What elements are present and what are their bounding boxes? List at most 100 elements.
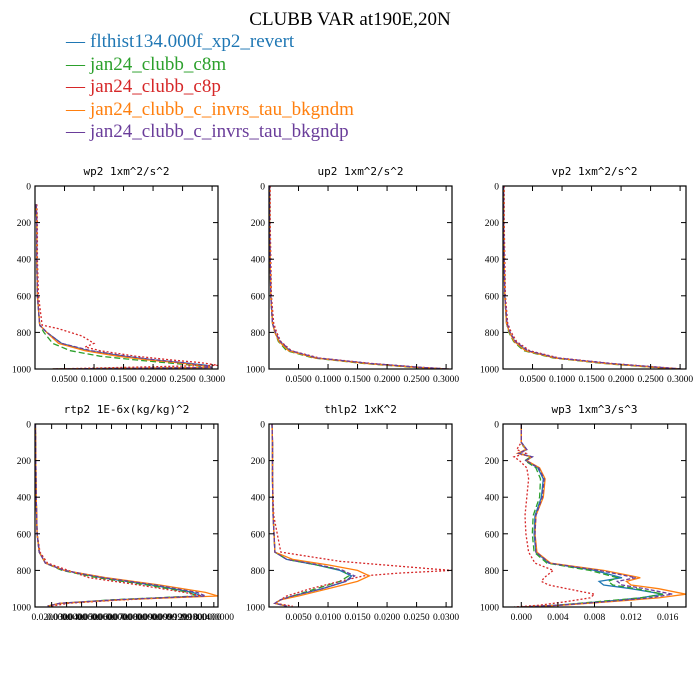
y-tick-label: 400 <box>251 256 266 266</box>
panel-4: rtp2 1E-6x(kg/kg)^2 0 200 400 600 800 10000.02… <box>12 403 234 623</box>
y-tick-label: 200 <box>17 219 32 229</box>
legend-label: flthist134.000f_xp2_revert <box>90 31 295 52</box>
y-tick-label: 1000 <box>480 604 499 614</box>
x-tick-label: 0.0050 <box>285 613 311 623</box>
x-tick-label: 0.3000 <box>199 375 225 385</box>
legend-dash: — <box>66 31 85 52</box>
legend-label: jan24_clubb_c_invrs_tau_bkgndm <box>90 98 354 120</box>
panel-1: wp2 1xm^2/s^2 0 200 400 600 800 1000 0.0500 0.10… <box>12 165 225 385</box>
x-tick-label: 0.0150 <box>344 613 370 623</box>
y-tick-label: 200 <box>17 457 32 467</box>
x-tick-label: 0.1500 <box>344 375 370 385</box>
y-tick-label: 0 <box>260 421 265 431</box>
y-tick-label: 1000 <box>480 366 499 376</box>
y-tick-label: 400 <box>485 256 500 266</box>
series-line-5 <box>503 186 682 369</box>
y-tick-label: 1000 <box>246 366 265 376</box>
series-line-4 <box>269 186 447 369</box>
legend-dash: — <box>66 98 85 120</box>
y-tick-label: 1000 <box>246 604 265 614</box>
x-tick-label: 0.000 <box>511 613 533 623</box>
x-tick-label: 0.2500 <box>170 375 196 385</box>
panel-frame <box>502 423 687 608</box>
panel-frame <box>268 185 453 370</box>
y-tick-label: 200 <box>251 457 266 467</box>
x-tick-label: 0.1000 <box>81 375 107 385</box>
y-tick-label: 0 <box>26 421 31 431</box>
series-line-1 <box>516 424 664 607</box>
x-tick-label: 0.0500 <box>519 375 545 385</box>
x-tick-label: 0.0700000 <box>106 613 147 623</box>
y-tick-label: 400 <box>17 256 32 266</box>
y-tick-label: 200 <box>485 219 500 229</box>
y-tick-label: 800 <box>485 567 500 577</box>
x-tick-label: 0.2000 <box>374 375 400 385</box>
panel-title: wp3 1xm^3/s^3 <box>551 403 637 416</box>
legend-item: — jan24_clubb_c8m <box>66 54 354 77</box>
series-line-5 <box>35 204 213 369</box>
y-tick-label: 800 <box>17 567 32 577</box>
x-tick-label: 0.1200000 <box>166 613 207 623</box>
series-line-2 <box>269 186 441 369</box>
series-line-4 <box>503 186 681 369</box>
series-line-3 <box>271 424 452 607</box>
x-tick-label: 0.1400000 <box>194 613 235 623</box>
legend-label: jan24_clubb_c8p <box>90 76 221 97</box>
x-tick-label: 0.0500 <box>285 375 311 385</box>
y-tick-label: 800 <box>485 329 500 339</box>
x-tick-label: 0.0200 <box>374 613 400 623</box>
y-tick-label: 200 <box>485 457 500 467</box>
y-tick-label: 400 <box>485 494 500 504</box>
x-tick-label: 0.0400000 <box>61 613 102 623</box>
x-tick-label: 0.016 <box>657 613 679 623</box>
y-tick-label: 600 <box>251 530 266 540</box>
series-line-2 <box>271 424 350 607</box>
series-line-1 <box>271 424 353 607</box>
series-line-3 <box>36 204 218 369</box>
y-tick-label: 600 <box>251 292 266 302</box>
figure-title: CLUBB VAR at190E,20N <box>249 9 451 30</box>
legend-dash: — <box>66 121 85 142</box>
legend-dash: — <box>66 53 85 75</box>
y-tick-label: 200 <box>251 219 266 229</box>
panel-5: thlp2 1xK^2 0 200 400 600 800 1000 0.0050 0.0100… <box>246 403 459 623</box>
x-tick-label: 0.2500 <box>638 375 664 385</box>
x-tick-label: 0.2000 <box>140 375 166 385</box>
y-tick-label: 800 <box>17 329 32 339</box>
x-tick-label: 0.2500 <box>404 375 430 385</box>
x-tick-label: 0.1000 <box>315 375 341 385</box>
panel-frame <box>34 423 219 608</box>
legend-item: — jan24_clubb_c8p <box>66 76 354 99</box>
panel-title: up2 1xm^2/s^2 <box>317 165 403 178</box>
x-tick-label: 0.0500 <box>51 375 77 385</box>
x-tick-label: 0.0300 <box>433 613 459 623</box>
series-line-3 <box>512 424 596 607</box>
y-tick-label: 400 <box>17 494 32 504</box>
x-tick-label: 0.012 <box>620 613 642 623</box>
y-tick-label: 0 <box>26 183 31 193</box>
x-tick-label: 0.3000 <box>433 375 459 385</box>
series-line-5 <box>35 424 206 607</box>
series-line-5 <box>269 186 448 369</box>
panel-title: vp2 1xm^2/s^2 <box>551 165 637 178</box>
x-tick-label: 0.0100 <box>315 613 341 623</box>
legend-item: — jan24_clubb_c_invrs_tau_bkgndm <box>66 99 354 122</box>
x-tick-label: 0.1500 <box>578 375 604 385</box>
y-tick-label: 600 <box>17 292 32 302</box>
y-tick-label: 400 <box>251 494 266 504</box>
series-line-2 <box>35 204 207 369</box>
series-line-4 <box>35 424 218 607</box>
series-line-5 <box>271 424 356 607</box>
series-line-2 <box>503 186 675 369</box>
legend-dash: — <box>66 76 85 97</box>
y-tick-label: 0 <box>494 421 499 431</box>
legend-item: — jan24_clubb_c_invrs_tau_bkgndp <box>66 121 354 144</box>
x-tick-label: 0.004 <box>547 613 569 623</box>
y-tick-label: 600 <box>17 530 32 540</box>
series-line-3 <box>503 186 684 369</box>
x-tick-label: 0.0200000 <box>31 613 72 623</box>
x-tick-label: 0.1300000 <box>181 613 222 623</box>
series-line-3 <box>269 186 450 369</box>
